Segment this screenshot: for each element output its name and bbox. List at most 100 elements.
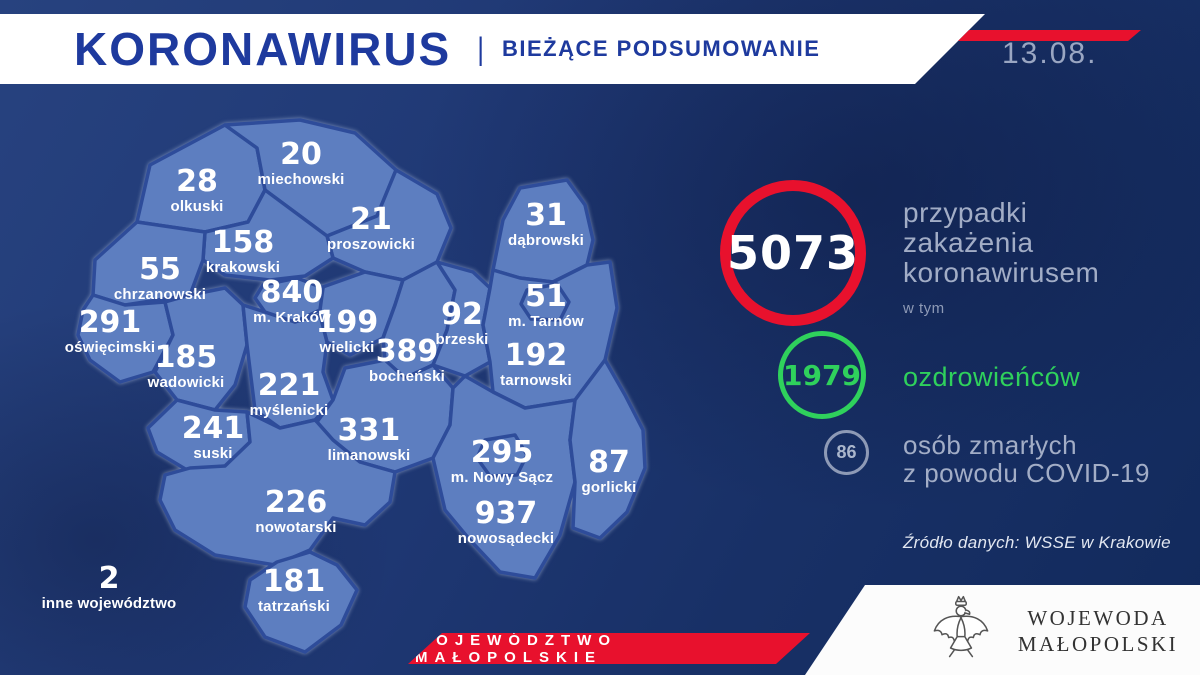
county-label: 291 oświęcimski bbox=[65, 307, 156, 356]
county-shape-chrzanowski bbox=[91, 220, 207, 307]
county-shape-m-krakow bbox=[253, 276, 325, 324]
county-case-count: 20 bbox=[280, 137, 322, 172]
data-source-note: Źródło danych: WSSE w Krakowie bbox=[903, 533, 1171, 552]
county-label: 185 wadowicki bbox=[148, 342, 225, 391]
county-name: olkuski bbox=[170, 198, 224, 215]
county-case-count: 937 bbox=[474, 496, 538, 531]
county-shape-tatrzanski bbox=[243, 550, 359, 654]
county-shape-wadowicki bbox=[153, 286, 249, 412]
county-case-count: 221 bbox=[257, 368, 321, 403]
county-shape-tarnowski bbox=[481, 260, 619, 410]
authority-title-line2: MAŁOPOLSKI bbox=[1017, 632, 1179, 656]
county-name: m. Nowy Sącz bbox=[450, 469, 554, 486]
county-shape-oswiecimski bbox=[76, 293, 175, 384]
header-subtitle: BIEŻĄCE PODSUMOWANIE bbox=[502, 36, 821, 61]
county-shape-krakowski bbox=[201, 188, 335, 282]
county-name: krakowski bbox=[205, 259, 281, 276]
county-label: 295 m. Nowy Sącz bbox=[451, 437, 553, 486]
county-name: wadowicki bbox=[147, 374, 225, 391]
deaths-label-line2: z powodu COVID-19 bbox=[903, 458, 1150, 488]
authority-title: WOJEWODA MAŁOPOLSKI bbox=[1008, 605, 1188, 657]
county-label: 199 wielicki bbox=[316, 307, 379, 356]
county-label: 937 nowosądecki bbox=[458, 498, 554, 547]
county-name: miechowski bbox=[257, 171, 345, 188]
county-case-count: 192 bbox=[504, 338, 568, 373]
county-name: limanowski bbox=[327, 447, 411, 464]
deaths-circle: 86 bbox=[824, 430, 869, 475]
county-name: bocheński bbox=[369, 368, 445, 385]
cases-label-line3: koronawirusem bbox=[903, 257, 1100, 288]
county-label: 840 m. Kraków bbox=[253, 277, 331, 326]
county-name: nowosądecki bbox=[457, 530, 555, 547]
county-name: gorlicki bbox=[581, 479, 637, 496]
county-case-count: 87 bbox=[588, 445, 630, 480]
county-case-count: 158 bbox=[211, 225, 275, 260]
county-name: dąbrowski bbox=[508, 232, 584, 249]
county-case-count: 291 bbox=[78, 305, 142, 340]
county-label: 158 krakowski bbox=[206, 227, 280, 276]
cases-circle: 5073 bbox=[720, 180, 866, 326]
voivodeship-banner: WOJEWÓDZTWO MAŁOPOLSKIE bbox=[408, 633, 810, 664]
county-label: 226 nowotarski bbox=[255, 487, 336, 536]
county-label: 2 inne województwo bbox=[42, 563, 177, 612]
county-label: 28 olkuski bbox=[170, 166, 223, 215]
recovered-circle: 1979 bbox=[778, 331, 866, 419]
header-divider: | bbox=[477, 30, 484, 67]
county-case-count: 55 bbox=[139, 252, 181, 287]
county-label: 92 brzeski bbox=[435, 299, 488, 348]
county-shapes bbox=[76, 118, 647, 654]
county-shape-proszowicki bbox=[325, 168, 453, 282]
county-map-svg bbox=[76, 118, 647, 654]
deaths-label-line1: osób zmarłych bbox=[903, 430, 1078, 460]
county-name: brzeski bbox=[435, 331, 489, 348]
deaths-label: osób zmarłych z powodu COVID-19 bbox=[903, 431, 1150, 487]
polish-eagle-icon bbox=[933, 595, 989, 658]
county-label: 181 tatrzański bbox=[258, 566, 330, 615]
county-label: 55 chrzanowski bbox=[114, 254, 206, 303]
header-banner: KORONAWIRUS | BIEŻĄCE PODSUMOWANIE bbox=[0, 14, 985, 84]
county-shape-brzeski bbox=[431, 260, 492, 378]
county-name: tarnowski bbox=[500, 372, 572, 389]
county-name: m. Tarnów bbox=[508, 313, 584, 330]
malopolska-map: 28 olkuski 20 miechowski 21 proszowicki … bbox=[42, 110, 675, 675]
cases-label-line1: przypadki bbox=[903, 197, 1028, 228]
county-name: suski bbox=[193, 445, 233, 462]
recovered-label: ozdrowieńców bbox=[903, 362, 1081, 392]
county-label: 87 gorlicki bbox=[582, 447, 637, 496]
authority-title-line1: WOJEWODA bbox=[1027, 606, 1169, 630]
county-case-count: 241 bbox=[181, 411, 245, 446]
county-shape-m-nowy-sacz bbox=[475, 433, 529, 478]
county-case-count: 840 bbox=[260, 275, 324, 310]
county-label: 221 myślenicki bbox=[250, 370, 329, 419]
county-label: 21 proszowicki bbox=[327, 204, 415, 253]
report-date: 13.08. bbox=[1002, 37, 1098, 70]
county-label: 331 limanowski bbox=[328, 415, 411, 464]
deaths-count: 86 bbox=[836, 442, 857, 462]
recovered-count: 1979 bbox=[783, 358, 861, 392]
county-case-count: 226 bbox=[264, 485, 328, 520]
cases-count: 5073 bbox=[726, 226, 860, 280]
county-case-count: 28 bbox=[176, 164, 218, 199]
county-case-count: 295 bbox=[470, 435, 534, 470]
county-label: 51 m. Tarnów bbox=[508, 281, 584, 330]
county-case-count: 181 bbox=[262, 564, 326, 599]
authority-panel: WOJEWODA MAŁOPOLSKI bbox=[805, 585, 1200, 675]
county-case-count: 199 bbox=[315, 305, 379, 340]
county-case-count: 31 bbox=[525, 198, 567, 233]
page-title: KORONAWIRUS bbox=[74, 23, 452, 75]
county-label: 389 bocheński bbox=[369, 336, 445, 385]
including-note: w tym bbox=[903, 300, 945, 317]
county-case-count: 51 bbox=[525, 279, 567, 314]
county-name: inne województwo bbox=[41, 595, 177, 612]
county-shape-gorlicki bbox=[568, 358, 647, 540]
county-label: 192 tarnowski bbox=[500, 340, 572, 389]
county-shape-m-tarnow bbox=[519, 282, 571, 322]
county-name: wielicki bbox=[319, 339, 375, 356]
county-case-count: 389 bbox=[375, 334, 439, 369]
county-label: 20 miechowski bbox=[257, 139, 344, 188]
county-name: chrzanowski bbox=[113, 286, 207, 303]
cases-label-line2: zakażenia bbox=[903, 227, 1034, 258]
county-name: nowotarski bbox=[255, 519, 337, 536]
county-shape-nowotarski bbox=[158, 410, 397, 567]
